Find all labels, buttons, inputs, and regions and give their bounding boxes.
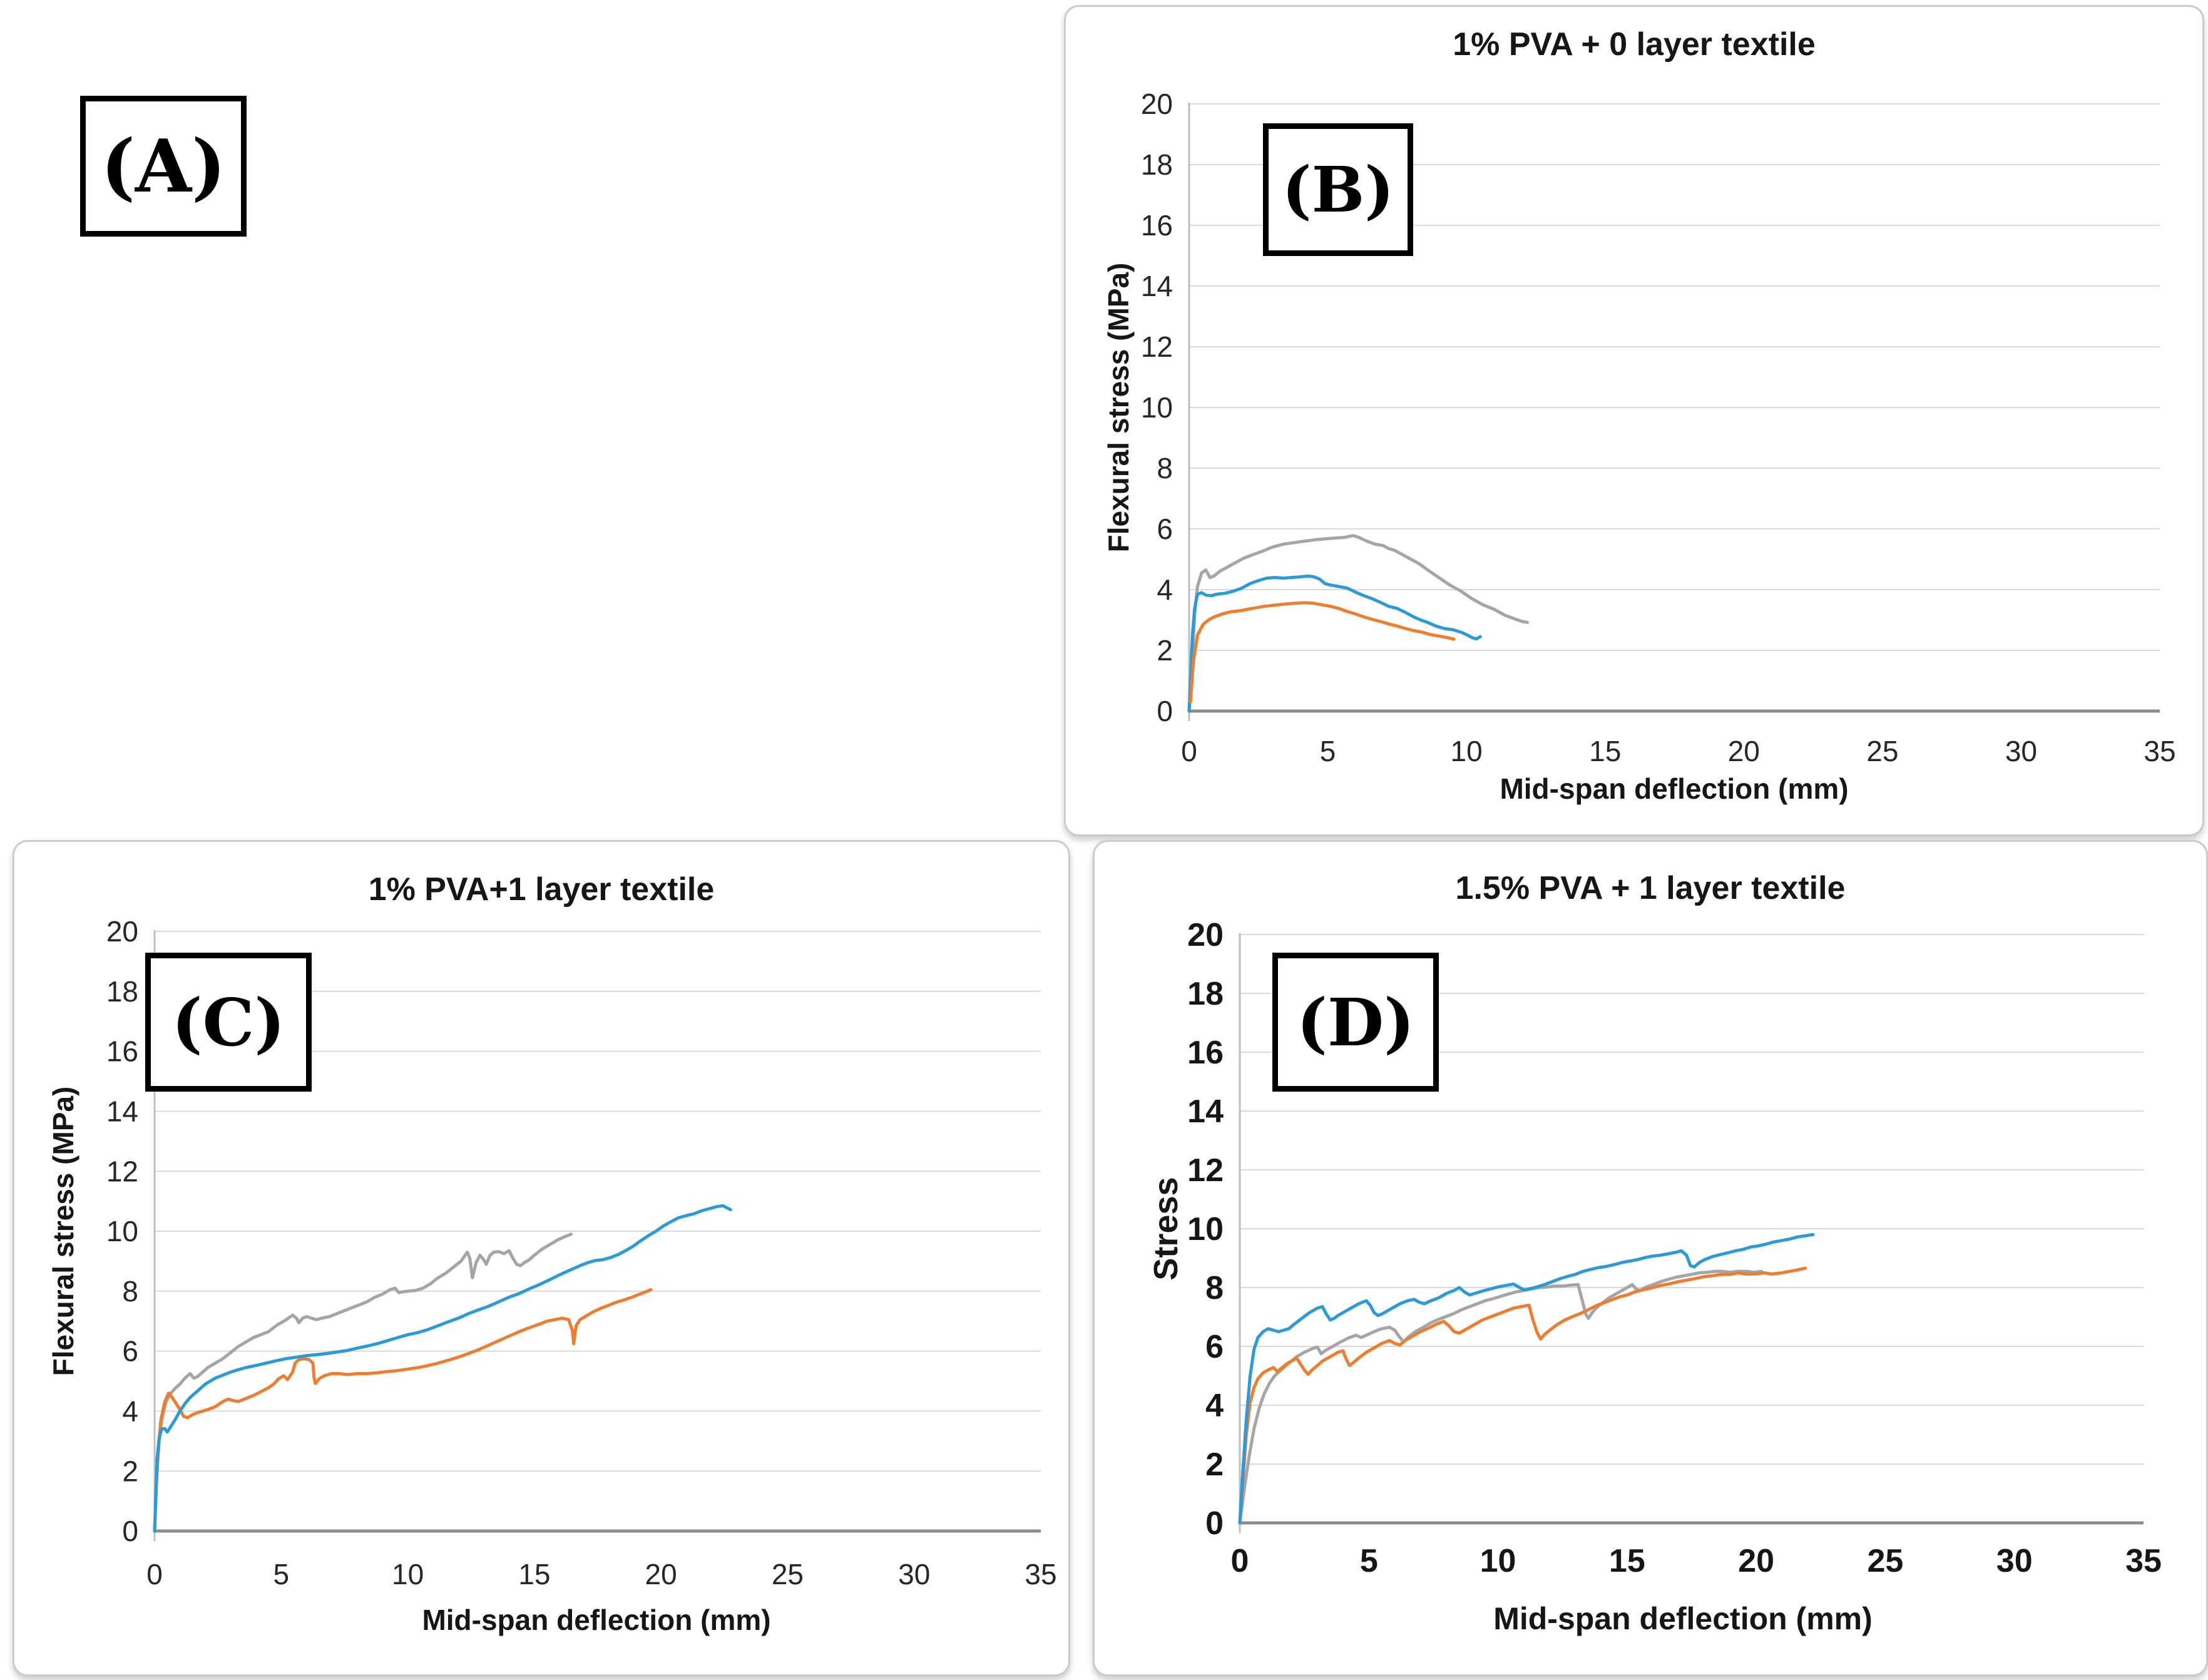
x-tick-label: 10 xyxy=(1480,1543,1516,1579)
y-tick-label: 4 xyxy=(1157,573,1173,606)
panel-label-box-a: (A) xyxy=(80,96,247,237)
x-tick-label: 25 xyxy=(772,1558,804,1590)
x-tick-label: 30 xyxy=(898,1558,930,1590)
x-tick-label: 20 xyxy=(1728,735,1760,767)
x-tick-label: 15 xyxy=(1609,1543,1645,1579)
x-tick-label: 5 xyxy=(1320,735,1336,767)
series-orange xyxy=(1188,601,1456,704)
panel-label-box-b: (B) xyxy=(1263,123,1413,256)
y-tick-label: 6 xyxy=(1205,1329,1224,1365)
y-tick-label: 0 xyxy=(1205,1505,1224,1542)
x-tick-label: 20 xyxy=(1738,1543,1774,1579)
y-tick-label: 2 xyxy=(1205,1447,1224,1483)
x-tick-label: 0 xyxy=(1231,1543,1249,1579)
panel-c: 0 2 4 6 8 10 12 14 16 18 20 0 5 10 15 20 25 30 35 1% PVA+1… xyxy=(13,840,1070,1676)
x-tick-label: 30 xyxy=(1996,1543,2033,1579)
series-gray xyxy=(1238,1269,1763,1525)
x-tick-label: 15 xyxy=(518,1558,550,1590)
y-tick-label: 6 xyxy=(1157,513,1173,545)
y-tick-label: 14 xyxy=(106,1095,138,1128)
series-orange xyxy=(1238,1266,1807,1525)
panel-b: 0 2 4 6 8 10 12 14 16 18 20 0 5 10 15 20 25 30 35 1% PVA +… xyxy=(1064,5,2204,836)
y-axis-label-d: Stress xyxy=(1147,1177,1185,1281)
x-tick-label: 35 xyxy=(1025,1558,1056,1590)
y-tick-label: 12 xyxy=(1187,1152,1224,1189)
panel-label-b: (B) xyxy=(1282,153,1394,227)
y-tick-label: 20 xyxy=(1187,917,1224,953)
y-tick-label: 14 xyxy=(1141,270,1173,302)
y-axis-label-b: Flexural stress (MPa) xyxy=(1102,262,1135,553)
y-tick-label: 14 xyxy=(1187,1094,1224,1130)
x-tick-label: 25 xyxy=(1866,735,1898,767)
x-tick-label: 15 xyxy=(1589,735,1621,767)
x-tick-label: 20 xyxy=(645,1558,677,1590)
x-tick-label: 5 xyxy=(1360,1543,1378,1579)
x-tick-label: 35 xyxy=(2144,735,2175,767)
y-tick-label: 16 xyxy=(1141,209,1173,242)
y-tick-label: 16 xyxy=(106,1035,138,1068)
y-tick-label: 8 xyxy=(122,1275,138,1308)
x-axis-label-b: Mid-span deflection (mm) xyxy=(1500,772,1849,805)
chart-title-d: 1.5% PVA + 1 layer textile xyxy=(1455,870,1846,906)
y-tick-label: 6 xyxy=(122,1335,138,1368)
x-tick-label: 25 xyxy=(1868,1543,1904,1579)
x-tick-label: 35 xyxy=(2125,1543,2162,1579)
chart-d: 0 2 4 6 8 10 12 14 16 18 20 0 5 10 15 20 25 30 35 xyxy=(1187,917,2162,1579)
y-tick-label: 20 xyxy=(106,915,138,948)
series-gray xyxy=(1187,534,1530,713)
chart-title-c: 1% PVA+1 layer textile xyxy=(368,871,715,908)
y-tick-label: 0 xyxy=(1157,695,1173,727)
y-tick-label: 2 xyxy=(122,1455,138,1487)
x-tick-label: 0 xyxy=(1181,735,1197,767)
y-tick-label: 8 xyxy=(1157,452,1173,484)
panel-label-c: (C) xyxy=(171,983,285,1061)
y-tick-label: 4 xyxy=(122,1395,138,1428)
x-tick-label: 10 xyxy=(392,1558,424,1590)
panel-label-box-c: (C) xyxy=(145,953,312,1092)
series-gray xyxy=(153,1232,573,1533)
chart-c: 0 2 4 6 8 10 12 14 16 18 20 0 5 10 15 20 25 30 35 xyxy=(106,915,1057,1590)
chart-title-b: 1% PVA + 0 layer textile xyxy=(1453,26,1816,63)
y-tick-label: 18 xyxy=(1187,976,1224,1012)
y-tick-label: 18 xyxy=(1141,148,1173,181)
y-tick-label: 10 xyxy=(1141,391,1173,424)
y-tick-label: 12 xyxy=(106,1155,138,1187)
y-tick-label: 18 xyxy=(106,975,138,1008)
y-tick-label: 4 xyxy=(1205,1388,1224,1424)
series-orange xyxy=(153,1288,653,1533)
y-axis-label-c: Flexural stress (MPa) xyxy=(47,1086,79,1376)
x-tick-label: 0 xyxy=(146,1558,163,1590)
panel-d: 0 2 4 6 8 10 12 14 16 18 20 0 5 10 15 20 25 30 35 1.5% PVA… xyxy=(1093,840,2208,1676)
y-tick-label: 16 xyxy=(1187,1035,1224,1071)
panel-label-box-d: (D) xyxy=(1272,953,1439,1092)
y-tick-label: 12 xyxy=(1141,330,1173,363)
x-axis-label-c: Mid-span deflection (mm) xyxy=(422,1604,771,1636)
panel-label-a: (A) xyxy=(101,123,226,209)
y-tick-label: 20 xyxy=(1141,88,1173,120)
y-tick-label: 0 xyxy=(122,1515,138,1547)
x-tick-label: 5 xyxy=(273,1558,289,1590)
y-tick-label: 10 xyxy=(106,1215,138,1247)
y-tick-label: 2 xyxy=(1157,634,1173,667)
x-tick-label: 10 xyxy=(1451,735,1483,767)
y-tick-label: 10 xyxy=(1187,1211,1224,1247)
y-tick-label: 8 xyxy=(1205,1270,1224,1306)
x-axis-label-d: Mid-span deflection (mm) xyxy=(1493,1601,1873,1636)
chart-b: 0 2 4 6 8 10 12 14 16 18 20 0 5 10 15 20 25 30 35 xyxy=(1141,88,2176,767)
series-blue xyxy=(153,1204,732,1533)
x-tick-label: 30 xyxy=(2005,735,2037,767)
series-blue xyxy=(1238,1232,1815,1525)
series-blue xyxy=(1187,574,1482,713)
panel-label-d: (D) xyxy=(1296,983,1415,1061)
